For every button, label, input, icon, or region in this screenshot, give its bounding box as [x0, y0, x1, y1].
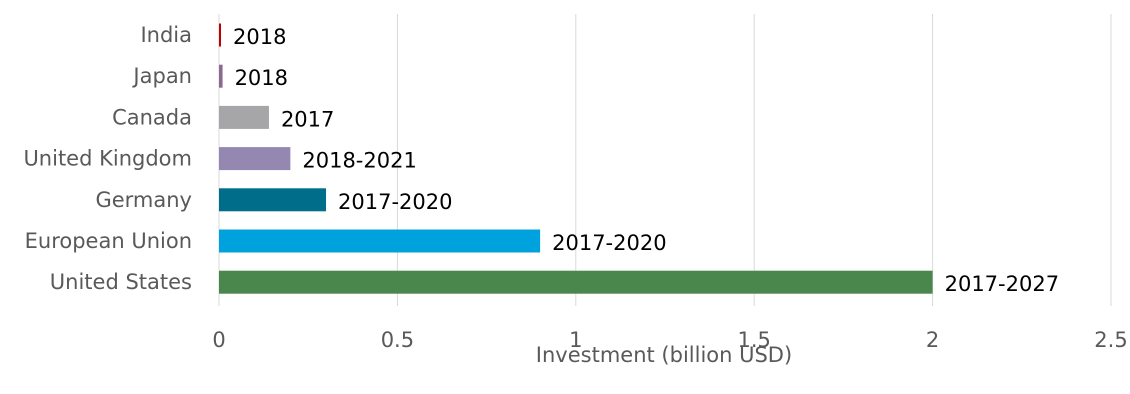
bar: [219, 229, 541, 253]
x-axis-title: Investment (billion USD): [536, 343, 792, 367]
data-label: 2018: [235, 66, 288, 90]
category-label: United Kingdom: [23, 147, 192, 171]
category-label: Canada: [112, 105, 192, 129]
bars: [219, 23, 933, 294]
data-label: 2017-2027: [945, 272, 1059, 296]
x-tick-label: 2.5: [1094, 328, 1127, 352]
category-label: Germany: [95, 188, 192, 212]
data-label: 2018-2021: [302, 149, 416, 173]
category-labels: India Japan Canada United Kingdom Germany Eur…: [23, 23, 192, 294]
category-label: European Union: [25, 229, 192, 253]
data-labels: 2018 2018 2017 2018-2021 2017-2020 2017-2020 2…: [233, 25, 1059, 296]
x-tick-label: 1.5: [737, 328, 770, 352]
gridlines: [218, 14, 1112, 306]
data-label: 2017-2020: [552, 231, 666, 255]
data-label: 2018: [233, 25, 286, 49]
x-tick-label: 2: [926, 328, 939, 352]
x-tick-label: 0.5: [381, 328, 414, 352]
data-label: 2017: [281, 107, 334, 131]
category-label: Japan: [131, 64, 192, 88]
category-label: United States: [50, 270, 192, 294]
bar: [219, 105, 269, 129]
x-tick-label: 1: [569, 328, 582, 352]
data-label: 2017-2020: [338, 190, 452, 214]
x-tick-label: 0: [212, 328, 225, 352]
bar: [219, 270, 933, 294]
bar: [219, 147, 291, 171]
bar: [219, 64, 223, 88]
category-label: India: [140, 23, 192, 47]
x-tick-labels: 0 0.5 1 1.5 2 2.5: [212, 328, 1127, 352]
bar: [219, 188, 327, 212]
bar: [219, 23, 221, 47]
